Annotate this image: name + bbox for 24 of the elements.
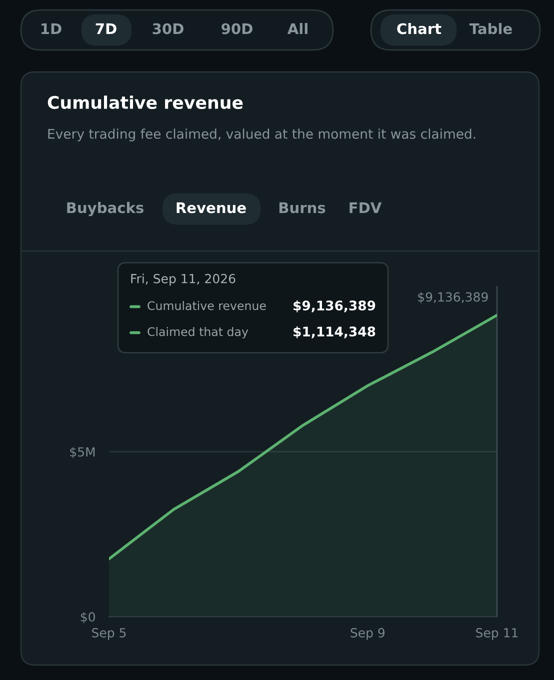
x-tick-label: Sep 9 bbox=[350, 628, 385, 640]
text: Revenue bbox=[176, 202, 246, 214]
text: 90D bbox=[222, 23, 252, 34]
chart-title: Cumulative revenue bbox=[48, 96, 243, 110]
chart-subtitle: Every trading fee claimed, valued at the moment it was claimed. bbox=[48, 128, 476, 142]
text: Table bbox=[469, 22, 512, 34]
y-tick-label: $0 bbox=[80, 612, 95, 624]
text: Buybacks bbox=[67, 202, 144, 216]
text: 7D bbox=[96, 23, 116, 34]
data-label: $9,136,389 bbox=[418, 292, 488, 304]
text: Chart bbox=[397, 22, 442, 34]
legend-label: Cumulative revenue bbox=[148, 300, 266, 310]
annotation: $1,114,348 bbox=[294, 326, 376, 338]
text: 1D bbox=[42, 23, 62, 34]
x-tick-label: Sep 5 bbox=[92, 628, 126, 640]
annotation: $9,136,389 bbox=[294, 300, 376, 312]
y-tick-label: $5M bbox=[70, 446, 95, 458]
text: Burns bbox=[279, 202, 326, 214]
x-tick-label: Sep 11 bbox=[476, 628, 518, 640]
text: 30D bbox=[152, 23, 184, 34]
text: Fri, Sep 11, 2026 bbox=[131, 274, 236, 286]
text: FDV bbox=[350, 202, 382, 214]
annotation: Claimed that day bbox=[148, 326, 248, 338]
text: All bbox=[287, 22, 308, 34]
